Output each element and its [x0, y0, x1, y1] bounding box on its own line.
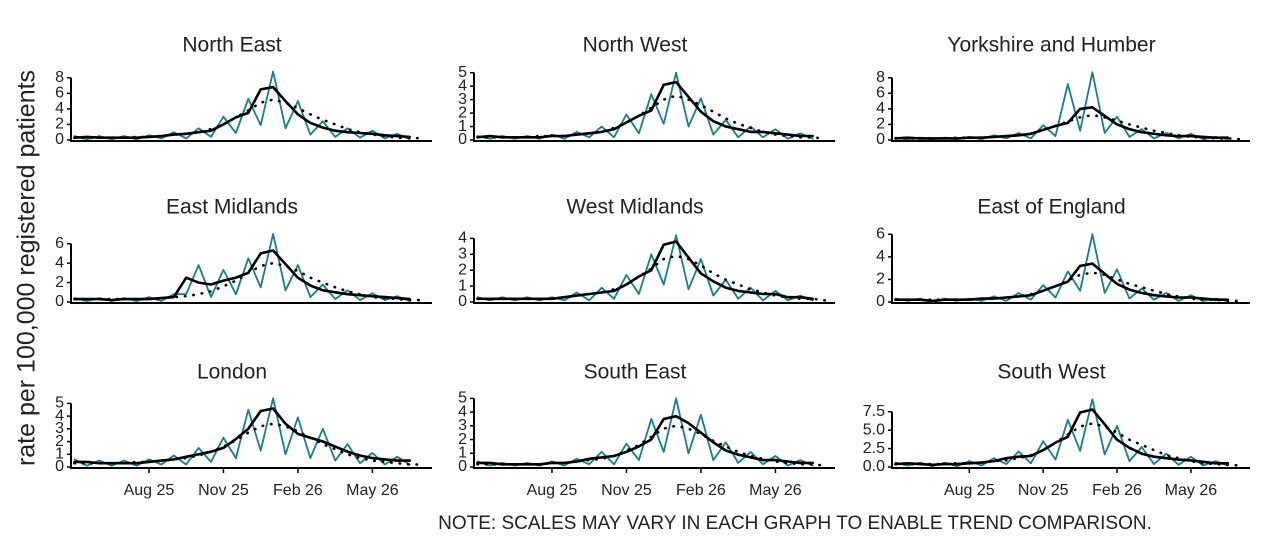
- x-tick-label: Feb 26: [273, 482, 323, 499]
- y-tick-label: 0: [458, 458, 467, 475]
- y-tick-label: 8: [55, 69, 64, 86]
- trend-line: [73, 261, 424, 302]
- y-tick-label: 3: [458, 245, 467, 262]
- y-tick-label: 1: [55, 445, 64, 462]
- panel-title: East of England: [977, 196, 1125, 219]
- daily-line: [476, 234, 814, 302]
- y-tick-label: 5.0: [863, 421, 885, 438]
- y-tick-label: 1: [458, 277, 467, 294]
- y-tick-label: 2: [458, 431, 467, 448]
- y-tick-label: 6: [876, 85, 885, 102]
- daily-line: [476, 71, 814, 140]
- y-tick-label: 2: [458, 261, 467, 278]
- x-tick-label: Nov 25: [198, 482, 249, 499]
- y-tick-label: 3: [458, 91, 467, 108]
- y-tick-label: 0: [55, 293, 64, 310]
- panel-title: South West: [997, 361, 1105, 384]
- smoothed-line: [894, 106, 1230, 140]
- x-tick-label: May 26: [749, 482, 802, 499]
- x-tick-label: May 26: [346, 482, 399, 499]
- panel-title: South East: [584, 361, 687, 384]
- trend-line: [894, 422, 1242, 467]
- y-tick-label: 7.5: [863, 403, 885, 420]
- y-tick-label: 3: [458, 417, 467, 434]
- y-tick-label: 4: [458, 230, 467, 247]
- y-tick-label: 0: [55, 458, 64, 475]
- panel-title: West Midlands: [566, 196, 703, 219]
- trend-line: [476, 94, 827, 140]
- y-tick-label: 2: [876, 116, 885, 133]
- y-tick-label: 2: [55, 116, 64, 133]
- y-tick-label: 4: [55, 254, 64, 271]
- y-tick-label: 2.5: [863, 440, 885, 457]
- trend-line: [73, 98, 424, 140]
- y-tick-label: 4: [876, 248, 885, 265]
- y-tick-label: 8: [876, 69, 885, 86]
- panel-title: East Midlands: [166, 196, 298, 219]
- y-tick-label: 4: [458, 403, 467, 420]
- trend-line: [73, 422, 424, 466]
- y-tick-label: 1: [458, 444, 467, 461]
- y-tick-label: 2: [55, 274, 64, 291]
- smoothed-line: [476, 414, 815, 466]
- y-axis-label: rate per 100,000 registered patients: [13, 70, 41, 466]
- y-tick-label: 4: [876, 100, 885, 117]
- x-tick-label: Nov 25: [601, 482, 652, 499]
- y-tick-label: 0: [458, 293, 467, 310]
- y-tick-label: 0: [876, 293, 885, 310]
- y-tick-label: 2: [876, 271, 885, 288]
- x-tick-label: Feb 26: [1092, 482, 1142, 499]
- y-tick-label: 2: [458, 104, 467, 121]
- daily-line: [894, 71, 1229, 141]
- y-tick-label: 3: [55, 420, 64, 437]
- daily-line: [894, 398, 1229, 468]
- y-tick-label: 6: [55, 85, 64, 102]
- smoothed-line: [73, 407, 412, 465]
- y-tick-label: 0.0: [863, 458, 885, 475]
- daily-line: [894, 233, 1229, 303]
- x-tick-label: May 26: [1165, 482, 1218, 499]
- y-tick-label: 2: [55, 433, 64, 450]
- daily-line: [73, 70, 411, 141]
- trend-line: [894, 113, 1242, 141]
- y-tick-label: 4: [55, 100, 64, 117]
- trend-line: [476, 424, 827, 467]
- smoothed-line: [476, 240, 815, 301]
- daily-line: [73, 232, 411, 302]
- panel-title: Yorkshire and Humber: [947, 34, 1155, 57]
- x-tick-label: Feb 26: [676, 482, 726, 499]
- panel-title: North West: [583, 34, 688, 57]
- y-tick-label: 5: [458, 390, 467, 407]
- trend-line: [476, 254, 827, 302]
- smoothed-line: [894, 262, 1230, 303]
- y-tick-label: 6: [55, 235, 64, 252]
- x-tick-label: Aug 25: [124, 482, 175, 499]
- y-tick-label: 5: [458, 64, 467, 81]
- daily-line: [476, 397, 814, 467]
- y-tick-label: 0: [876, 131, 885, 148]
- x-tick-label: Aug 25: [944, 482, 995, 499]
- x-tick-label: Nov 25: [1018, 482, 1069, 499]
- x-tick-label: Aug 25: [527, 482, 578, 499]
- y-tick-label: 0: [458, 131, 467, 148]
- note: NOTE: SCALES MAY VARY IN EACH GRAPH TO E…: [438, 513, 1152, 534]
- smoothed-line: [73, 249, 412, 302]
- smoothed-line: [73, 85, 412, 139]
- smoothed-line: [476, 80, 815, 139]
- y-tick-label: 0: [55, 131, 64, 148]
- y-tick-label: 6: [876, 225, 885, 242]
- panel-title: London: [197, 361, 267, 384]
- y-tick-label: 5: [55, 395, 64, 412]
- y-tick-label: 1: [458, 118, 467, 135]
- y-tick-label: 4: [458, 77, 467, 94]
- panel-title: North East: [182, 34, 281, 57]
- y-tick-label: 4: [55, 407, 64, 424]
